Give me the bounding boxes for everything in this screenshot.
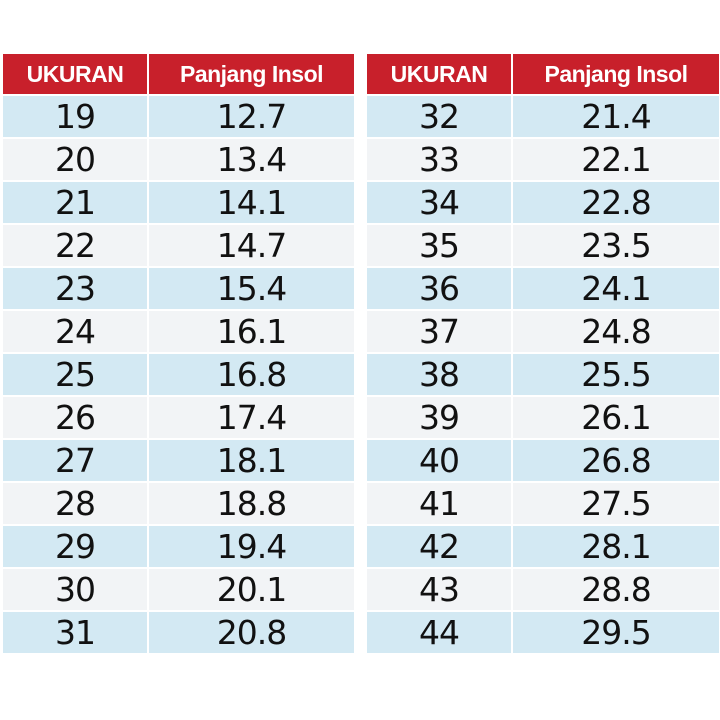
table-row: 27 18.1	[3, 440, 354, 483]
size-cell: 32	[367, 96, 513, 139]
insole-cell: 24.1	[513, 268, 719, 311]
size-cell: 40	[367, 440, 513, 483]
table-row: 24 16.1	[3, 311, 354, 354]
size-cell: 23	[3, 268, 149, 311]
insole-cell: 18.8	[149, 483, 354, 526]
header-size: UKURAN	[3, 54, 149, 96]
size-cell: 37	[367, 311, 513, 354]
size-cell: 19	[3, 96, 149, 139]
insole-cell: 16.1	[149, 311, 354, 354]
table-header-row: UKURAN Panjang Insol	[3, 54, 354, 96]
header-insole-length: Panjang Insol	[513, 54, 719, 96]
size-cell: 25	[3, 354, 149, 397]
insole-cell: 14.7	[149, 225, 354, 268]
size-cell: 26	[3, 397, 149, 440]
table-row: 23 15.4	[3, 268, 354, 311]
table-row: 36 24.1	[367, 268, 719, 311]
size-table-right: UKURAN Panjang Insol 32 21.4 33 22.1 34 22.…	[367, 54, 719, 655]
size-cell: 38	[367, 354, 513, 397]
insole-cell: 25.5	[513, 354, 719, 397]
table-row: 22 14.7	[3, 225, 354, 268]
size-cell: 29	[3, 526, 149, 569]
table-row: 33 22.1	[367, 139, 719, 182]
table-row: 26 17.4	[3, 397, 354, 440]
insole-cell: 28.1	[513, 526, 719, 569]
table-row: 21 14.1	[3, 182, 354, 225]
size-cell: 34	[367, 182, 513, 225]
insole-cell: 26.8	[513, 440, 719, 483]
size-cell: 44	[367, 612, 513, 655]
insole-cell: 19.4	[149, 526, 354, 569]
table-row: 44 29.5	[367, 612, 719, 655]
size-cell: 41	[367, 483, 513, 526]
table-row: 38 25.5	[367, 354, 719, 397]
size-cell: 28	[3, 483, 149, 526]
size-cell: 33	[367, 139, 513, 182]
insole-cell: 18.1	[149, 440, 354, 483]
table-row: 32 21.4	[367, 96, 719, 139]
table-row: 37 24.8	[367, 311, 719, 354]
table-row: 41 27.5	[367, 483, 719, 526]
header-size: UKURAN	[367, 54, 513, 96]
insole-cell: 23.5	[513, 225, 719, 268]
table-row: 30 20.1	[3, 569, 354, 612]
insole-cell: 16.8	[149, 354, 354, 397]
size-cell: 31	[3, 612, 149, 655]
size-cell: 36	[367, 268, 513, 311]
insole-cell: 14.1	[149, 182, 354, 225]
insole-cell: 20.8	[149, 612, 354, 655]
insole-cell: 13.4	[149, 139, 354, 182]
size-table-left: UKURAN Panjang Insol 19 12.7 20 13.4 21 14.…	[3, 54, 354, 655]
size-cell: 35	[367, 225, 513, 268]
table-header-row: UKURAN Panjang Insol	[367, 54, 719, 96]
header-insole-length: Panjang Insol	[149, 54, 354, 96]
insole-cell: 29.5	[513, 612, 719, 655]
insole-cell: 22.1	[513, 139, 719, 182]
insole-cell: 12.7	[149, 96, 354, 139]
table-row: 40 26.8	[367, 440, 719, 483]
size-cell: 20	[3, 139, 149, 182]
table-row: 25 16.8	[3, 354, 354, 397]
insole-cell: 21.4	[513, 96, 719, 139]
insole-cell: 28.8	[513, 569, 719, 612]
insole-cell: 22.8	[513, 182, 719, 225]
size-cell: 27	[3, 440, 149, 483]
size-cell: 42	[367, 526, 513, 569]
insole-cell: 17.4	[149, 397, 354, 440]
table-row: 31 20.8	[3, 612, 354, 655]
insole-cell: 26.1	[513, 397, 719, 440]
size-cell: 24	[3, 311, 149, 354]
size-cell: 39	[367, 397, 513, 440]
size-cell: 43	[367, 569, 513, 612]
table-row: 20 13.4	[3, 139, 354, 182]
size-cell: 22	[3, 225, 149, 268]
insole-cell: 24.8	[513, 311, 719, 354]
table-row: 43 28.8	[367, 569, 719, 612]
table-row: 29 19.4	[3, 526, 354, 569]
table-row: 28 18.8	[3, 483, 354, 526]
size-cell: 30	[3, 569, 149, 612]
table-row: 35 23.5	[367, 225, 719, 268]
insole-cell: 20.1	[149, 569, 354, 612]
table-row: 19 12.7	[3, 96, 354, 139]
table-row: 34 22.8	[367, 182, 719, 225]
table-row: 39 26.1	[367, 397, 719, 440]
insole-cell: 27.5	[513, 483, 719, 526]
table-row: 42 28.1	[367, 526, 719, 569]
insole-cell: 15.4	[149, 268, 354, 311]
size-cell: 21	[3, 182, 149, 225]
